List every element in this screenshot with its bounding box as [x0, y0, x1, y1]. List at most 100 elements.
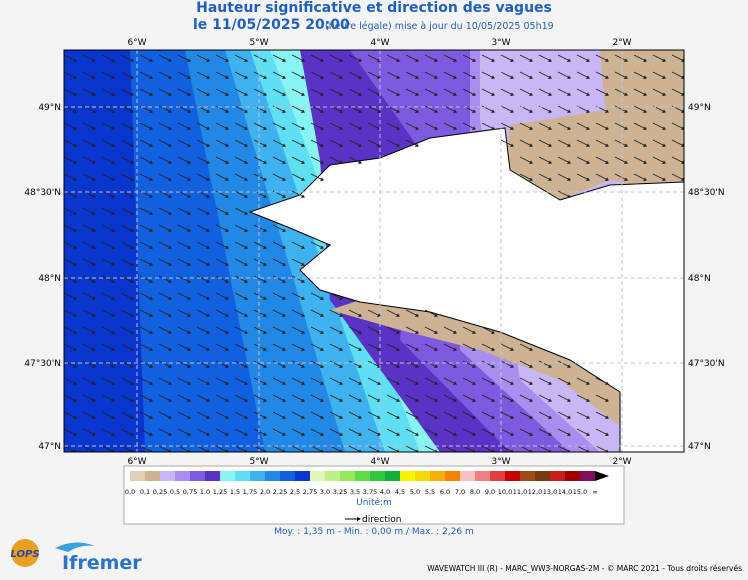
wave-arrow [310, 343, 324, 351]
wave-arrow [614, 122, 628, 130]
wave-arrow [557, 394, 571, 402]
wave-arrow-head [244, 279, 248, 283]
wave-arrow [500, 394, 514, 402]
wave-arrow [101, 309, 115, 317]
wave-arrow-head [73, 381, 77, 385]
wave-arrow-head [73, 194, 77, 198]
wave-arrow-head [605, 143, 609, 147]
wave-arrow [82, 71, 96, 79]
wave-arrow [272, 241, 286, 249]
wave-arrow-head [111, 432, 115, 436]
wave-arrow-head [282, 262, 286, 266]
wave-arrow [120, 71, 134, 79]
wave-arrow-head [320, 109, 324, 113]
wave-arrow-head [92, 143, 96, 147]
wave-arrow [196, 122, 210, 130]
wave-arrow-head [624, 143, 628, 147]
wave-arrow [348, 445, 362, 452]
wave-arrow-head [111, 194, 115, 198]
wave-arrow-head [225, 449, 229, 452]
lon-label-bottom: 2°W [612, 457, 631, 467]
wave-arrow [177, 292, 191, 300]
wave-arrow-head [206, 177, 210, 181]
legend-swatch [310, 471, 325, 481]
wave-arrow [120, 139, 134, 147]
wave-arrow-head [73, 449, 77, 452]
wave-arrow [64, 241, 77, 249]
wave-arrow [177, 326, 191, 334]
wave-arrow [595, 445, 609, 452]
wave-arrow [500, 343, 514, 351]
wave-arrow [443, 88, 457, 96]
wave-arrow-head [396, 432, 400, 436]
wave-arrow [519, 394, 533, 402]
wave-arrow-head [130, 177, 134, 181]
wave-arrow [576, 54, 590, 62]
wave-arrow [519, 343, 533, 351]
wave-arrow-head [168, 381, 172, 385]
wave-arrow [158, 105, 172, 113]
wave-arrow [291, 71, 305, 79]
wave-arrow-head [301, 432, 305, 436]
wave-arrow-head [282, 279, 286, 283]
wave-arrow-head [301, 262, 305, 266]
wave-arrow-head [491, 330, 495, 334]
wave-arrow [215, 88, 229, 96]
wave-arrow [519, 139, 533, 147]
wave-arrow [405, 377, 419, 385]
wave-arrow [215, 207, 229, 215]
wave-arrow [272, 156, 286, 164]
wave-arrow-head [643, 58, 647, 62]
wave-arrow [671, 173, 684, 181]
wave-arrow-head [453, 364, 457, 368]
wave-arrow-head [282, 330, 286, 334]
wave-arrow-head [111, 262, 115, 266]
wave-arrow [291, 139, 305, 147]
wave-arrow [595, 411, 609, 419]
wave-arrow-head [586, 381, 590, 385]
wave-arrow-head [586, 177, 590, 181]
wave-arrow-head [472, 58, 476, 62]
wave-arrow-head [567, 398, 571, 402]
wave-arrow [196, 207, 210, 215]
wave-arrow [633, 122, 647, 130]
wave-arrow-head [206, 75, 210, 79]
wave-arrow [519, 156, 533, 164]
wave-arrow-head [73, 432, 77, 436]
wave-arrow-head [510, 75, 514, 79]
wave-arrow-head [168, 75, 172, 79]
wave-arrow-head [434, 415, 438, 419]
wave-arrow-head [415, 364, 419, 368]
wave-arrow [500, 88, 514, 96]
wave-arrow-head [358, 330, 362, 334]
wave-arrow [443, 428, 457, 436]
wave-arrow [538, 428, 552, 436]
wave-arrow-head [453, 126, 457, 130]
wave-arrow [64, 207, 77, 215]
wave-arrow [576, 428, 590, 436]
wave-arrow-head [92, 211, 96, 215]
wave-arrow [424, 411, 438, 419]
wave-arrow-head [282, 194, 286, 198]
lat-label-right: 48°30'N [688, 188, 725, 198]
wave-arrow [158, 343, 172, 351]
wave-arrow-head [244, 347, 248, 351]
wave-arrow-head [472, 126, 476, 130]
wave-arrow-head [434, 398, 438, 402]
wave-arrow-head [244, 143, 248, 147]
wave-arrow-head [187, 143, 191, 147]
wave-arrow-head [529, 364, 533, 368]
wave-arrow-head [225, 296, 229, 300]
wave-arrow-head [567, 58, 571, 62]
lon-label-top: 2°W [612, 38, 631, 48]
wave-arrow-head [339, 126, 343, 130]
wave-arrow-head [263, 177, 267, 181]
date: le 11/05/2025 20:00 [193, 17, 350, 33]
legend-swatch [280, 471, 295, 481]
wave-arrow [310, 173, 324, 181]
wave-arrow-head [244, 449, 248, 452]
wave-arrow-head [472, 330, 476, 334]
wave-arrow [253, 343, 267, 351]
wave-arrow-head [168, 160, 172, 164]
wave-arrow [158, 71, 172, 79]
